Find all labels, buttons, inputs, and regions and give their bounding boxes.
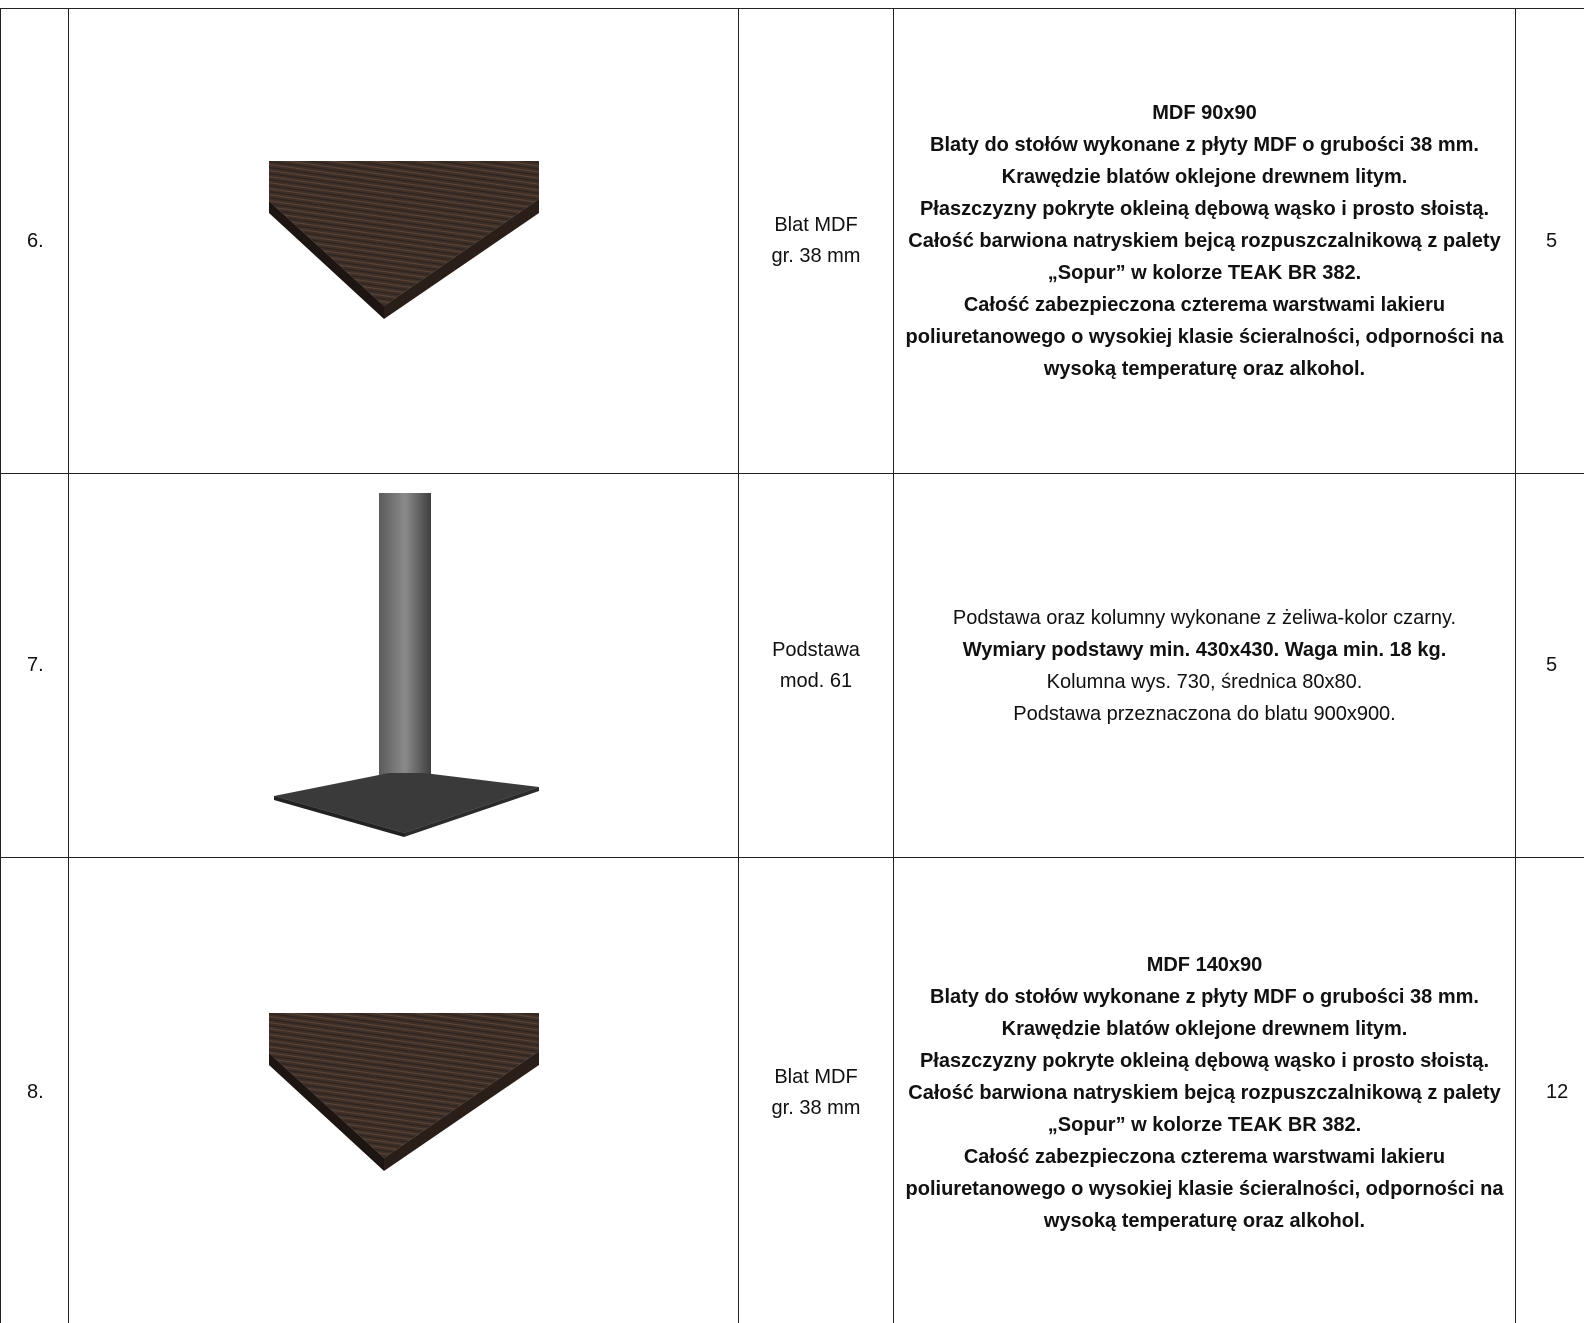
pedestal-image (273, 493, 539, 837)
image-cell (68, 8, 739, 474)
table-body: 6. Blat MDF gr. 38 mm MDF 90x90 Blaty do sto… (0, 8, 1584, 1323)
row-number: 7. (0, 473, 69, 858)
description-line: Całość zabezpieczona czterema warstwami … (905, 1145, 1504, 1232)
quantity: 12 (1515, 857, 1584, 1323)
image-cell (68, 473, 739, 858)
description-line: Płaszczyzny pokryte okleiną dębową wąsko… (919, 198, 1490, 220)
product-table: 6. Blat MDF gr. 38 mm MDF 90x90 Blaty do sto… (0, 8, 1584, 1323)
description-line: Krawędzie blatów oklejone drewnem litym. (1001, 166, 1408, 188)
product-name: Blat MDF gr. 38 mm (738, 857, 894, 1323)
name-line: mod. 61 (779, 669, 853, 692)
description-line: Krawędzie blatów oklejone drewnem litym. (1001, 1017, 1408, 1040)
quantity: 5 (1515, 473, 1584, 858)
table-row: 8. Blat MDF gr. 38 mm MDF 140x90 Blaty do st… (0, 857, 1584, 1323)
tabletop-image (268, 1012, 539, 1171)
description-line: Całość barwiona natryskiem bejcą rozpusz… (908, 1081, 1501, 1104)
image-cell (68, 857, 739, 1323)
description: MDF 90x90 Blaty do stołów wykonane z płyt… (893, 8, 1516, 474)
product-name: Podstawa mod. 61 (738, 473, 894, 858)
row-number: 8. (0, 857, 69, 1323)
row-number: 6. (0, 8, 69, 474)
tabletop-image (268, 161, 539, 319)
table-row: 6. Blat MDF gr. 38 mm MDF 90x90 Blaty do sto… (0, 8, 1584, 474)
name-line: Podstawa (772, 638, 860, 661)
description-line: Blaty do stołów wykonane z płyty MDF o g… (930, 985, 1479, 1008)
description-line: Wymiary podstawy min. 430x430. Waga min.… (962, 638, 1447, 661)
name-line: Blat MDF (774, 1065, 858, 1088)
description-line: Całość zabezpieczona czterema warstwami … (905, 294, 1504, 380)
name-line: Blat MDF (774, 214, 858, 236)
description-line: Podstawa przeznaczona do blatu 900x900. (1013, 702, 1396, 725)
product-name: Blat MDF gr. 38 mm (738, 8, 894, 474)
name-line: gr. 38 mm (771, 245, 861, 267)
description-line: Płaszczyzny pokryte okleiną dębową wąsko… (919, 1049, 1490, 1072)
description-line: MDF 140x90 (1146, 953, 1263, 976)
description-line: „Sopur” w kolorze TEAK BR 382. (1047, 262, 1362, 284)
description-line: Kolumna wys. 730, średnica 80x80. (1046, 670, 1363, 693)
description-line: „Sopur” w kolorze TEAK BR 382. (1047, 1113, 1362, 1136)
table-row: 7. Podstawa mod. 61 Podstawa oraz kolumny w… (0, 473, 1584, 858)
description-line: Całość barwiona natryskiem bejcą rozpusz… (908, 230, 1501, 252)
description-line: Podstawa oraz kolumny wykonane z żeliwa-… (952, 606, 1457, 629)
description: Podstawa oraz kolumny wykonane z żeliwa-… (893, 473, 1516, 858)
quantity: 5 (1515, 8, 1584, 474)
description: MDF 140x90 Blaty do stołów wykonane z pły… (893, 857, 1516, 1323)
description-line: MDF 90x90 (1152, 102, 1257, 124)
name-line: gr. 38 mm (771, 1096, 861, 1119)
description-line: Blaty do stołów wykonane z płyty MDF o g… (930, 134, 1479, 156)
